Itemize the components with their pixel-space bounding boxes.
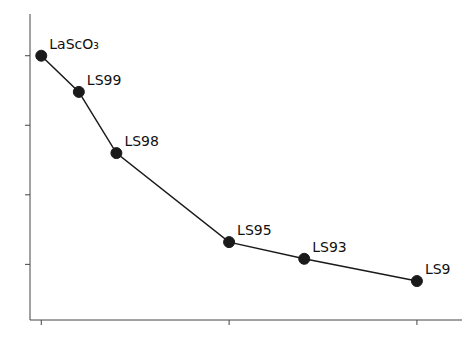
point [411, 276, 422, 287]
x-tick [416, 320, 417, 325]
point [299, 253, 310, 264]
y-tick [25, 194, 30, 195]
chart-svg: LaScO₃ LS99 LS98 LS95 LS93 LS9 [0, 0, 474, 346]
x-tick [41, 320, 42, 325]
point-label: LS93 [312, 239, 347, 255]
point [73, 86, 84, 97]
point-label: LaScO₃ [49, 36, 99, 52]
y-tick [25, 55, 30, 56]
annotations: LaScO₃ LS99 LS98 LS95 LS93 LS9 [49, 36, 450, 277]
line [41, 56, 417, 281]
y-tick [25, 125, 30, 126]
plot-area [36, 50, 423, 286]
point-label: LS98 [124, 133, 159, 149]
y-tick [25, 264, 30, 265]
point [36, 50, 47, 61]
axes [25, 14, 462, 325]
point-label: LS9 [425, 261, 451, 277]
x-axis-line [30, 320, 462, 321]
point-label: LS95 [237, 222, 272, 238]
point-label: LS99 [87, 72, 122, 88]
point [224, 237, 235, 248]
y-axis-line [30, 14, 31, 320]
chart-container: LaScO₃ LS99 LS98 LS95 LS93 LS9 [0, 0, 474, 346]
x-tick [229, 320, 230, 325]
point [111, 148, 122, 159]
